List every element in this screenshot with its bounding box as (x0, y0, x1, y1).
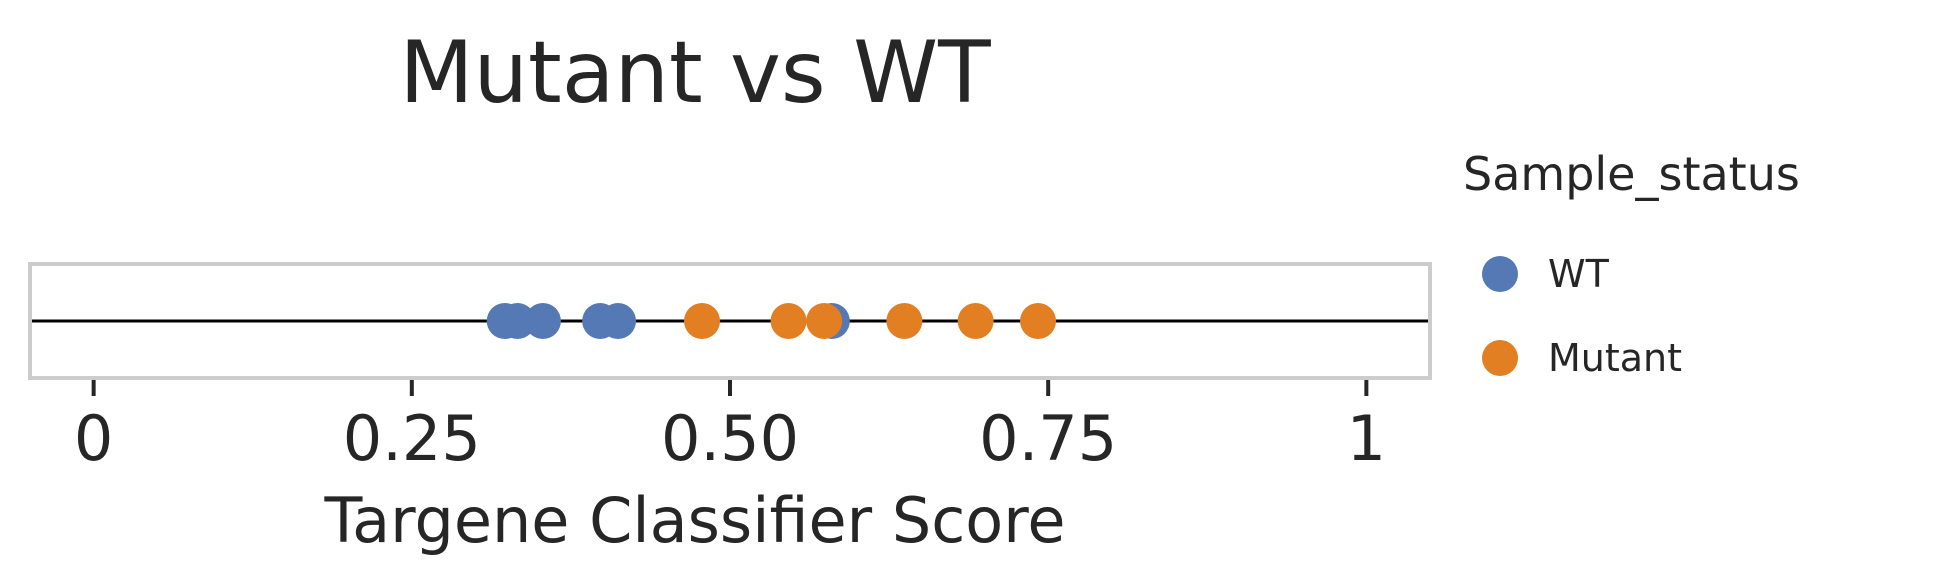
data-point-mutant (770, 303, 807, 339)
x-tick-label: 0.25 (343, 402, 481, 475)
legend-title: Sample_status (1463, 147, 1800, 201)
x-tick-label: 0.75 (979, 402, 1117, 475)
x-axis: 0 0.25 0.50 0.75 1 (74, 380, 1386, 475)
legend-label: WT (1548, 252, 1610, 296)
data-point-mutant (957, 303, 994, 339)
data-points (486, 303, 1056, 339)
x-tick-label: 0 (74, 402, 113, 475)
data-point-wt (600, 303, 636, 339)
data-point-wt (524, 303, 561, 339)
chart-title: Mutant vs WT (399, 23, 991, 123)
legend-marker (1482, 256, 1518, 292)
data-point-mutant (886, 303, 923, 339)
legend-marker (1482, 340, 1518, 376)
data-point-mutant (1020, 303, 1056, 339)
legend-label: Mutant (1548, 336, 1682, 380)
data-point-mutant (806, 303, 843, 339)
x-tick-label: 0.50 (661, 402, 799, 475)
data-point-mutant (684, 303, 720, 339)
x-axis-label: Targene Classifier Score (323, 484, 1065, 557)
data-point-wt (499, 303, 536, 339)
x-tick-label: 1 (1347, 402, 1386, 475)
legend: Sample_status WT Mutant (1463, 147, 1800, 380)
